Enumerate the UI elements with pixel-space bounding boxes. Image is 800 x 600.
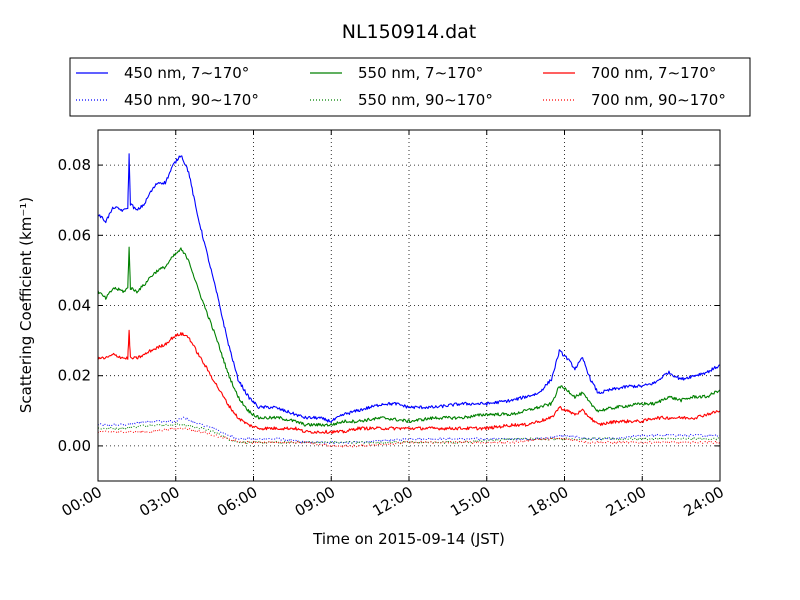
series-line	[97, 423, 721, 444]
chart-title: NL150914.dat	[342, 21, 477, 43]
y-axis-label: Scattering Coefficient (km⁻¹)	[17, 197, 35, 413]
legend: 450 nm, 7∼170° 550 nm, 7∼170° 700 nm, 7∼17…	[69, 57, 751, 117]
series-line	[97, 329, 721, 434]
series-line	[97, 153, 721, 423]
legend-frame	[69, 57, 751, 117]
series-line	[97, 246, 721, 427]
series-line	[97, 427, 721, 448]
legend-label: 700 nm, 90∼170°	[591, 91, 726, 109]
y-tick-label: 0.00	[58, 437, 91, 455]
y-tick-label: 0.08	[58, 156, 91, 174]
legend-label: 450 nm, 7∼170°	[124, 64, 249, 82]
x-axis-label: Time on 2015-09-14 (JST)	[312, 530, 505, 548]
legend-label: 450 nm, 90∼170°	[124, 91, 259, 109]
y-tick-label: 0.06	[58, 226, 91, 244]
y-tick-label: 0.02	[58, 367, 91, 385]
legend-label: 550 nm, 90∼170°	[358, 91, 493, 109]
y-tick-label: 0.04	[58, 297, 91, 315]
legend-label: 700 nm, 7∼170°	[591, 64, 716, 82]
series-group	[97, 153, 721, 448]
legend-label: 550 nm, 7∼170°	[358, 64, 483, 82]
